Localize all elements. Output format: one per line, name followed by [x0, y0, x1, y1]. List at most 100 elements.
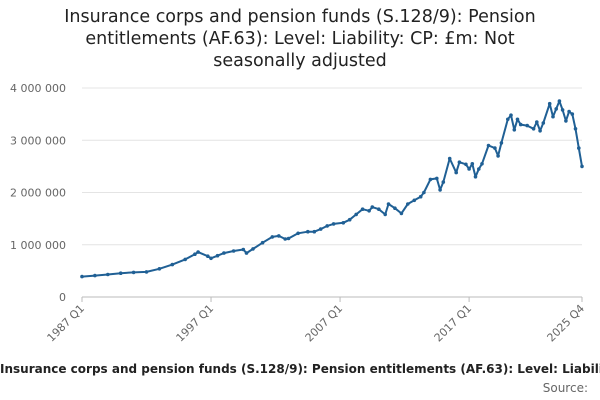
data-point[interactable] [312, 229, 317, 234]
data-point[interactable] [580, 164, 584, 169]
y-tick-label: 4 000 000 [10, 82, 66, 95]
data-point[interactable] [457, 160, 462, 164]
data-point[interactable] [538, 129, 542, 133]
data-point[interactable] [560, 108, 565, 112]
data-point[interactable] [331, 222, 336, 226]
data-point[interactable] [244, 251, 249, 255]
data-point[interactable] [447, 156, 452, 161]
data-point[interactable] [347, 217, 352, 222]
data-point[interactable] [551, 114, 555, 119]
data-point[interactable] [567, 109, 571, 114]
chart-title: Insurance corps and pension funds (S.128… [64, 7, 536, 71]
data-point[interactable] [325, 224, 330, 228]
source-label: Source: [542, 381, 588, 395]
data-point[interactable] [270, 235, 275, 239]
data-point[interactable] [454, 170, 459, 175]
data-point[interactable] [383, 212, 388, 217]
data-point[interactable] [441, 180, 446, 184]
data-point[interactable] [393, 206, 397, 210]
y-tick-label: 3 000 000 [10, 134, 66, 147]
data-point[interactable] [251, 247, 255, 251]
data-point[interactable] [241, 247, 246, 252]
data-point[interactable] [564, 119, 568, 123]
data-point[interactable] [531, 127, 536, 131]
axis-layer: 0 1 000 000 2 000 000 3 000 000 4 000 000 198… [10, 82, 587, 344]
data-point[interactable] [512, 128, 517, 132]
data-point[interactable] [209, 256, 213, 261]
data-point[interactable] [206, 254, 210, 258]
data-point[interactable] [486, 143, 491, 148]
data-point[interactable] [506, 117, 510, 122]
data-point[interactable] [473, 175, 478, 179]
data-point[interactable] [318, 227, 323, 231]
data-point[interactable] [286, 236, 291, 241]
data-point[interactable] [354, 212, 359, 217]
data-point[interactable] [477, 167, 481, 171]
data-point[interactable] [231, 249, 236, 253]
data-point[interactable] [296, 231, 300, 236]
data-point[interactable] [418, 194, 423, 199]
grid-layer [82, 87, 582, 298]
data-point[interactable] [412, 198, 417, 203]
data-point[interactable] [306, 229, 310, 234]
x-tick-label: 1997 Q1 [174, 302, 217, 345]
data-point[interactable] [341, 221, 346, 225]
data-point[interactable] [144, 270, 149, 274]
y-tick-label: 0 [59, 291, 66, 304]
data-point[interactable] [399, 211, 404, 216]
data-point[interactable] [464, 162, 468, 167]
data-point[interactable] [573, 127, 578, 131]
data-point[interactable] [515, 117, 520, 122]
y-tick-label: 1 000 000 [10, 239, 66, 252]
data-point[interactable] [509, 113, 513, 117]
data-point[interactable] [367, 209, 371, 213]
data-point[interactable] [535, 120, 539, 124]
data-point[interactable] [157, 267, 162, 271]
data-point[interactable] [547, 101, 552, 106]
x-tick-label: 2007 Q1 [303, 302, 346, 345]
data-point[interactable] [106, 272, 110, 277]
data-point[interactable] [386, 202, 391, 206]
data-point[interactable] [525, 123, 529, 128]
data-point[interactable] [118, 271, 123, 276]
data-point[interactable] [170, 262, 175, 267]
data-point[interactable] [193, 252, 197, 256]
data-point[interactable] [406, 202, 410, 206]
data-point[interactable] [435, 176, 439, 181]
data-point[interactable] [496, 154, 500, 158]
data-point[interactable] [428, 177, 433, 182]
data-point[interactable] [131, 270, 136, 275]
series-layer [80, 99, 584, 279]
data-point[interactable] [493, 146, 497, 150]
data-point[interactable] [470, 162, 475, 166]
data-point[interactable] [277, 234, 281, 238]
data-point[interactable] [499, 141, 504, 145]
data-point[interactable] [570, 112, 575, 116]
data-point[interactable] [577, 146, 581, 150]
data-point[interactable] [93, 273, 97, 278]
data-point[interactable] [518, 122, 523, 127]
series-legend-label: Insurance corps and pension funds (S.128… [0, 362, 600, 376]
data-point[interactable] [370, 205, 375, 209]
data-point[interactable] [283, 237, 288, 241]
y-tick-label: 2 000 000 [10, 187, 66, 200]
x-tick-label: 1987 Q1 [45, 302, 88, 345]
data-point[interactable] [557, 99, 562, 103]
data-point[interactable] [467, 167, 471, 171]
data-point[interactable] [422, 190, 426, 195]
data-point[interactable] [196, 250, 200, 254]
data-point[interactable] [360, 207, 365, 211]
data-point[interactable] [377, 207, 381, 211]
data-point[interactable] [80, 274, 84, 279]
x-tick-label: 2025 Q4 [545, 302, 588, 345]
data-point[interactable] [222, 251, 226, 255]
data-point[interactable] [260, 240, 265, 245]
data-point[interactable] [215, 253, 220, 258]
data-point[interactable] [438, 188, 442, 192]
data-point[interactable] [554, 107, 558, 111]
data-point[interactable] [541, 121, 546, 125]
data-point[interactable] [480, 162, 484, 166]
data-point[interactable] [183, 257, 187, 262]
